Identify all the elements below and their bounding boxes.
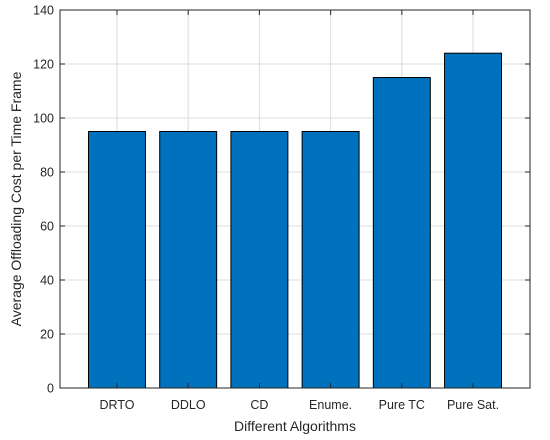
y-tick-label: 120: [33, 58, 54, 72]
bar: [372, 77, 431, 389]
x-axis-ticks: DRTO DDLO CD Enume. Pure TC Pure Sat.: [99, 10, 499, 412]
x-tick-label: Pure Sat.: [447, 398, 499, 412]
y-tick-label: 40: [40, 274, 54, 288]
x-tick-label: DDLO: [171, 398, 206, 412]
bar: [87, 131, 146, 389]
y-tick-label: 100: [33, 112, 54, 126]
bar: [159, 131, 218, 389]
y-axis-ticks: 0 20 40 60 80 100 120 140: [33, 4, 530, 396]
x-tick-label: Pure TC: [379, 398, 425, 412]
x-tick-label: DRTO: [99, 398, 134, 412]
bar: [230, 131, 289, 389]
y-tick-label: 80: [40, 166, 54, 180]
x-tick-label: Enume.: [309, 398, 352, 412]
bar: [301, 131, 360, 389]
y-axis-label: Average Offloading Cost per Time Frame: [8, 71, 24, 326]
plot-frame: [59, 9, 531, 389]
y-tick-label: 0: [47, 382, 54, 396]
x-tick-label: CD: [250, 398, 268, 412]
x-axis-label: Different Algorithms: [234, 418, 356, 434]
y-tick-label: 60: [40, 220, 54, 234]
bar: [444, 52, 503, 389]
bars: [87, 52, 503, 389]
y-tick-label: 20: [40, 328, 54, 342]
y-tick-label: 140: [33, 4, 54, 18]
